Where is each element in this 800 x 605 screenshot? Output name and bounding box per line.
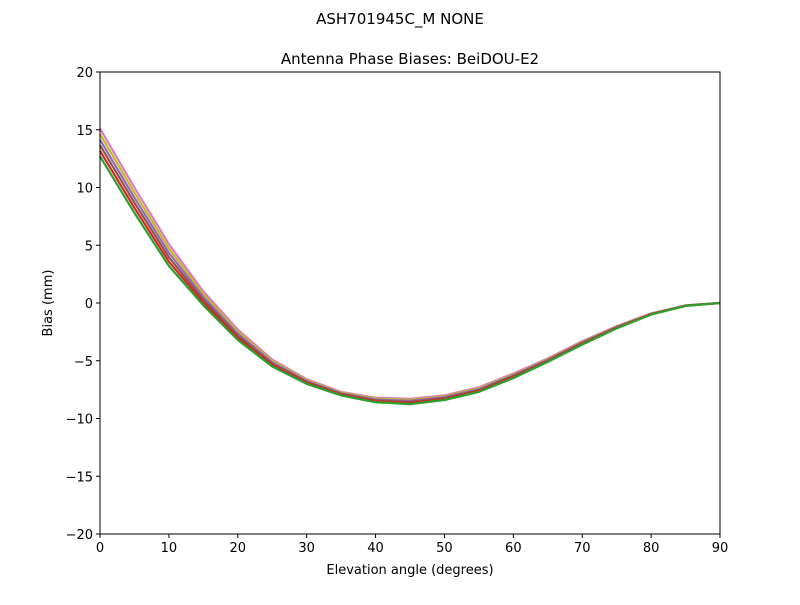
x-tick-label: 30 (298, 541, 315, 556)
y-tick-label: −5 (74, 355, 93, 370)
y-tick-label: −15 (66, 470, 93, 485)
x-tick-label: 90 (712, 541, 729, 556)
x-tick-label: 70 (574, 541, 591, 556)
chart-title: Antenna Phase Biases: BeiDOU-E2 (281, 50, 539, 68)
y-tick-label: 10 (76, 182, 93, 197)
figure-suptitle: ASH701945C_M NONE (316, 10, 484, 29)
y-tick-label: 20 (76, 66, 93, 81)
x-tick-label: 50 (436, 541, 453, 556)
series-line-0 (99, 128, 721, 400)
x-axis-label: Elevation angle (degrees) (326, 563, 493, 578)
x-tick-label: 40 (367, 541, 384, 556)
y-tick-label: −10 (66, 413, 93, 428)
series-lines (99, 128, 721, 406)
series-line-5 (99, 155, 721, 406)
plot-frame (99, 71, 721, 535)
y-tick-label: −20 (66, 528, 93, 543)
x-tick-label: 10 (161, 541, 178, 556)
y-tick-label: 5 (85, 239, 93, 254)
y-axis-label: Bias (mm) (41, 270, 56, 337)
axis-ticks: 0 10 20 30 40 50 60 70 80 90 −20 −15 −10 −5 0 5 10 15 20 (66, 66, 729, 556)
series-line-1 (99, 133, 721, 401)
x-tick-label: 60 (505, 541, 522, 556)
x-tick-label: 20 (230, 541, 247, 556)
y-tick-label: 0 (85, 297, 93, 312)
x-tick-label: 0 (96, 541, 104, 556)
x-tick-label: 80 (643, 541, 660, 556)
series-line-3 (99, 144, 721, 404)
series-line-2 (99, 139, 721, 402)
y-tick-label: 15 (76, 124, 93, 139)
